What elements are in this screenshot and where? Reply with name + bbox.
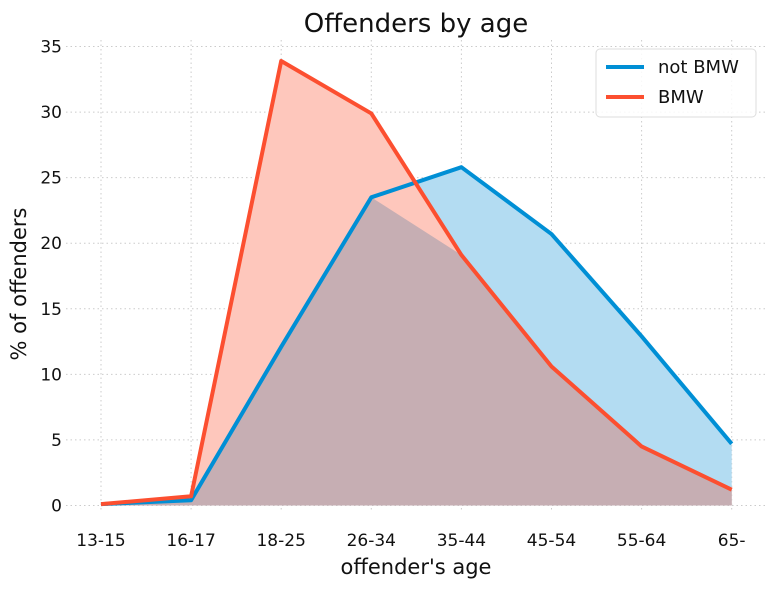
y-tick-label: 30 <box>40 103 62 123</box>
y-tick-label: 35 <box>40 38 62 58</box>
x-tick-label: 13-15 <box>76 531 125 551</box>
y-axis-label: % of offenders <box>7 208 31 361</box>
x-tick-label: 16-17 <box>166 531 215 551</box>
y-tick-label: 25 <box>40 169 62 189</box>
x-tick-label: 35-44 <box>437 531 486 551</box>
x-tick-label: 55-64 <box>617 531 666 551</box>
x-tick-label: 18-25 <box>256 531 305 551</box>
chart-title: Offenders by age <box>304 9 528 39</box>
legend: not BMW BMW <box>596 49 756 117</box>
legend-label-bmw: BMW <box>658 87 704 108</box>
y-tick-label: 15 <box>40 300 62 320</box>
x-tick-label: 26-34 <box>347 531 396 551</box>
x-tick-label: 65- <box>718 531 746 551</box>
legend-label-not-bmw: not BMW <box>658 57 739 78</box>
x-axis-label: offender's age <box>341 555 492 579</box>
y-tick-label: 10 <box>40 365 62 385</box>
y-tick-label: 0 <box>51 496 62 516</box>
y-tick-label: 20 <box>40 234 62 254</box>
y-tick-label: 5 <box>51 431 62 451</box>
x-tick-label: 45-54 <box>527 531 576 551</box>
area-fills <box>101 61 732 505</box>
